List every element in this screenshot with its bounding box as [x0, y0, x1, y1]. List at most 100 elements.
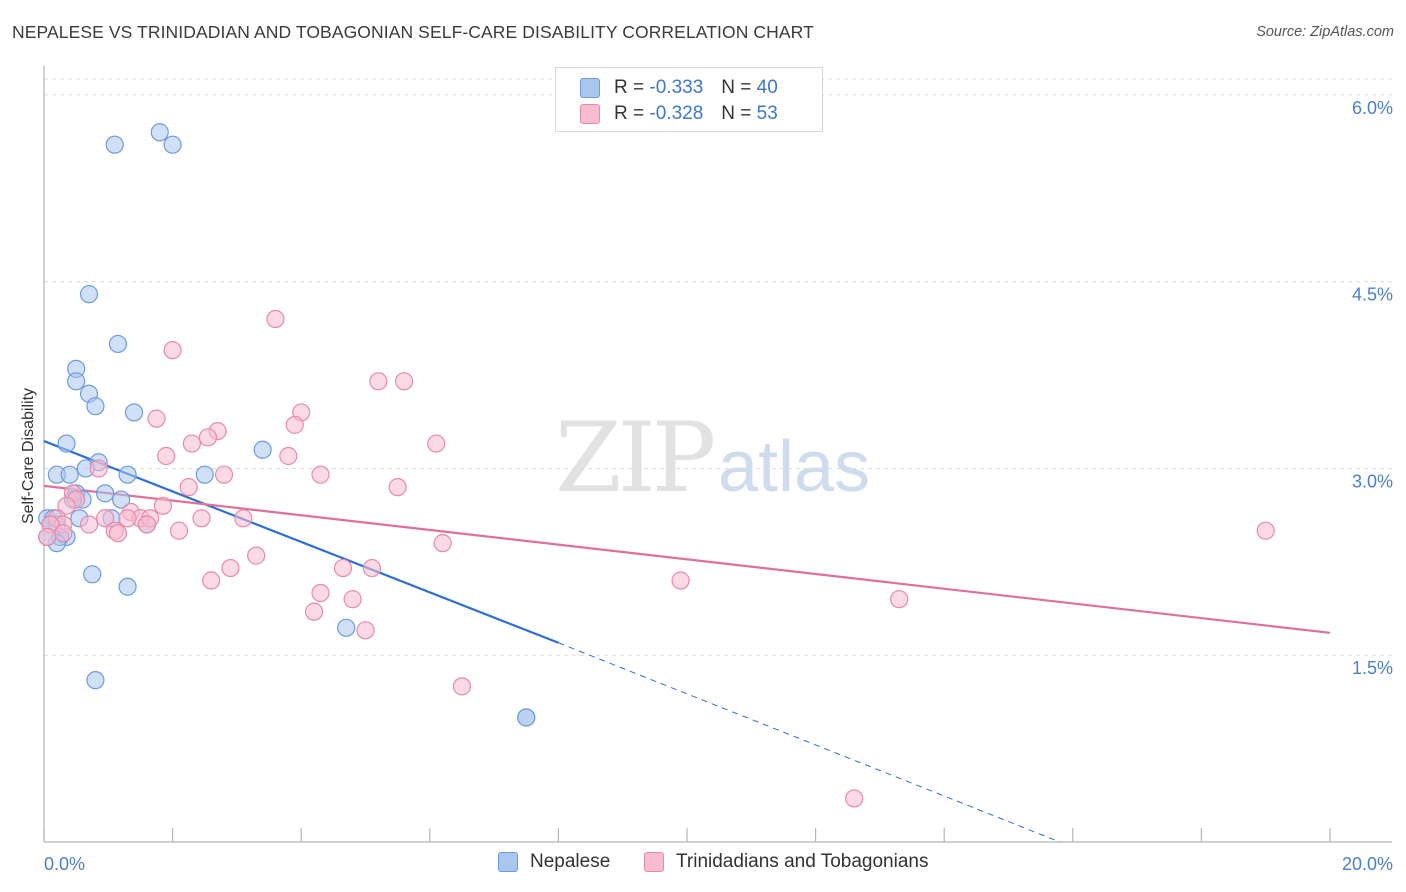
point-trinidadian — [452, 677, 472, 696]
legend-n-value: 53 — [756, 103, 778, 124]
legend-n-value: 40 — [756, 77, 778, 98]
point-trinidadian — [333, 558, 353, 578]
point-trinidadian — [38, 527, 57, 547]
trend-lines — [43, 440, 1331, 843]
point-nepalese — [337, 618, 356, 637]
point-trinidadian — [182, 434, 201, 453]
point-nepalese — [118, 577, 137, 596]
point-trinidadian — [198, 428, 218, 447]
bottom-legend: Nepalese Trinidadians and Tobagonians — [0, 851, 1406, 879]
point-trinidadian — [202, 571, 221, 590]
bottom-legend-label-trinidadians: Trinidadians and Tobagonians — [676, 851, 929, 872]
point-trinidadian — [311, 465, 330, 484]
point-trinidadian — [54, 524, 73, 543]
point-nepalese — [108, 334, 128, 354]
point-nepalese — [163, 135, 182, 154]
legend-r-label: R = — [614, 103, 645, 124]
point-trinidadian — [153, 496, 173, 515]
point-trinidadian — [95, 509, 115, 528]
watermark-zip: ZIP — [555, 402, 716, 514]
point-nepalese — [86, 397, 105, 416]
point-trinidadian — [388, 478, 407, 497]
point-trinidadian — [89, 459, 108, 478]
point-trinidadian — [1256, 521, 1275, 540]
point-trinidadian — [108, 524, 128, 543]
legend-n-label: N = — [721, 77, 752, 98]
point-trinidadian — [163, 341, 182, 360]
point-nepalese — [105, 135, 124, 154]
y-tick-label: 4.5% — [1352, 285, 1393, 305]
x-tick-label: 20.0% — [1342, 854, 1393, 874]
point-nepalese — [118, 465, 137, 484]
legend-row-nepalese: R = -0.333 N = 40 — [580, 75, 778, 101]
point-trinidadian — [247, 546, 266, 565]
bottom-legend-swatch-trinidadians — [644, 852, 664, 872]
legend-swatch-nepalese — [580, 78, 600, 98]
point-trinidadian — [266, 309, 285, 329]
point-trinidadian — [147, 409, 166, 428]
chart-title: NEPALESE VS TRINIDADIAN AND TOBAGONIAN S… — [12, 22, 814, 42]
point-nepalese — [112, 490, 131, 509]
point-trinidadian — [179, 478, 198, 497]
point-trinidadian — [890, 590, 909, 609]
point-trinidadian — [79, 515, 99, 534]
point-trinidadian — [192, 509, 211, 528]
bottom-legend-item-trinidadians: Trinidadians and Tobagonians — [644, 851, 928, 873]
point-trinidadian — [427, 434, 446, 453]
point-nepalese — [150, 123, 169, 142]
legend-r-value: -0.328 — [649, 103, 704, 124]
data-points — [38, 123, 1275, 808]
y-tick-label: 1.5% — [1352, 658, 1393, 678]
point-nepalese — [253, 440, 272, 459]
point-trinidadian — [845, 789, 864, 808]
point-nepalese — [79, 285, 99, 304]
grid-lines — [44, 78, 1392, 656]
point-trinidadian — [343, 590, 362, 609]
bottom-legend-item-nepalese: Nepalese — [498, 851, 610, 873]
trendline-trinidadian — [43, 484, 1331, 634]
point-nepalese — [60, 465, 79, 484]
chart-source: Source: ZipAtlas.com — [1256, 24, 1394, 40]
point-trinidadian — [137, 515, 156, 534]
point-trinidadian — [221, 558, 240, 578]
point-trinidadian — [311, 583, 330, 603]
bottom-legend-label-nepalese: Nepalese — [530, 851, 611, 872]
y-axis-label: Self-Care Disability — [20, 388, 37, 524]
bottom-legend-swatch-nepalese — [498, 852, 518, 872]
point-trinidadian — [214, 465, 234, 484]
legend-row-trinidadians: R = -0.328 N = 53 — [580, 101, 778, 127]
point-trinidadian — [157, 446, 176, 466]
legend-swatch-trinidadians — [580, 104, 600, 124]
point-nepalese — [86, 671, 105, 690]
point-trinidadian — [433, 534, 452, 553]
legend: R = -0.333 N = 40 R = -0.328 N = 53 — [555, 67, 823, 132]
axes — [43, 66, 1392, 843]
x-tick-label: 0.0% — [44, 854, 85, 874]
point-trinidadian — [57, 496, 76, 515]
point-trinidadian — [394, 372, 414, 391]
point-nepalese — [95, 484, 115, 503]
legend-r-value: -0.333 — [649, 77, 704, 98]
legend-r-label: R = — [614, 77, 645, 98]
point-trinidadian — [671, 571, 690, 590]
y-tick-label: 3.0% — [1352, 471, 1393, 491]
point-trinidadian — [234, 509, 253, 528]
axis-labels: 1.5% 3.0% 4.5% 6.0% 0.0% 20.0% Self-Care Disab… — [20, 98, 1393, 874]
point-nepalese — [124, 403, 144, 422]
point-trinidadian — [279, 446, 298, 466]
trendline-nepalese-extrapolated — [558, 642, 1061, 843]
point-trinidadian — [369, 372, 388, 391]
point-nepalese — [195, 465, 214, 484]
point-trinidadian — [362, 558, 382, 578]
point-trinidadian — [356, 621, 375, 640]
point-nepalese — [83, 565, 102, 584]
point-trinidadian — [118, 509, 137, 528]
watermark-atlas: atlas — [718, 427, 871, 507]
point-trinidadian — [169, 521, 189, 540]
y-tick-label: 6.0% — [1352, 98, 1393, 118]
point-nepalese — [57, 434, 76, 453]
point-trinidadian — [304, 602, 324, 621]
point-trinidadian — [285, 415, 304, 434]
point-nepalese — [517, 708, 536, 727]
